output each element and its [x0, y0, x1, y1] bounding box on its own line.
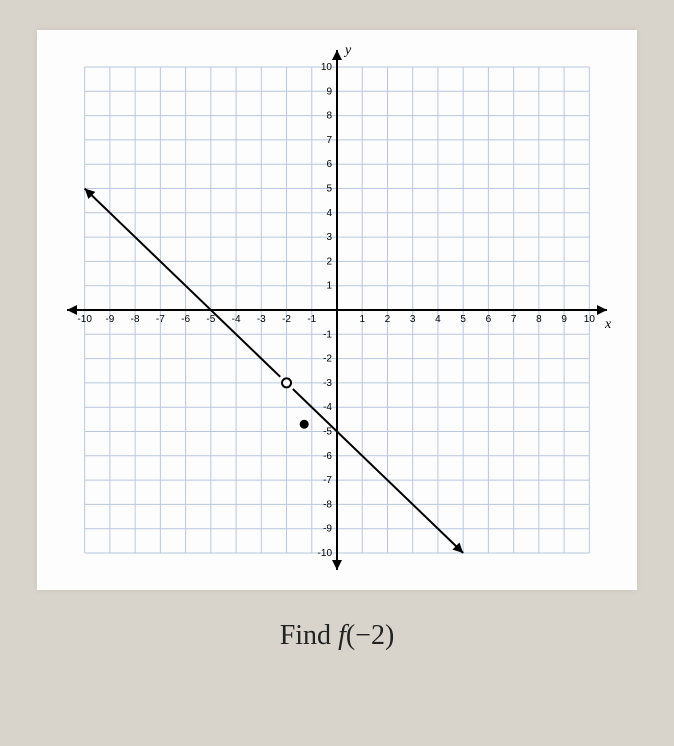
svg-text:8: 8: [536, 314, 542, 325]
svg-text:-9: -9: [105, 314, 114, 325]
svg-text:9: 9: [326, 86, 332, 97]
svg-text:-1: -1: [323, 329, 332, 340]
svg-text:1: 1: [359, 314, 365, 325]
svg-text:-9: -9: [323, 524, 332, 535]
svg-text:6: 6: [326, 159, 332, 170]
svg-text:7: 7: [511, 314, 517, 325]
svg-text:-10: -10: [77, 314, 92, 325]
svg-text:-7: -7: [323, 475, 332, 486]
svg-text:-3: -3: [257, 314, 266, 325]
coordinate-plane: -10 -9 -8 -7 -6 -5 -4 -3 -2 -1 1 2 3 4 5 6 7 8 9 10 -10 -9 -8 -…: [37, 30, 637, 590]
svg-text:1: 1: [326, 281, 332, 292]
svg-text:-6: -6: [181, 314, 190, 325]
svg-text:-8: -8: [131, 314, 140, 325]
function-name: f: [338, 620, 346, 651]
question-prefix: Find: [280, 620, 338, 651]
svg-text:5: 5: [460, 314, 466, 325]
svg-text:2: 2: [326, 256, 332, 267]
svg-text:10: 10: [321, 62, 333, 73]
svg-text:5: 5: [326, 184, 332, 195]
svg-text:-5: -5: [323, 426, 332, 437]
svg-text:y: y: [343, 43, 352, 58]
svg-text:9: 9: [561, 314, 567, 325]
function-arg: (−2): [346, 620, 394, 651]
svg-text:-4: -4: [323, 402, 332, 413]
svg-text:2: 2: [385, 314, 391, 325]
svg-text:-1: -1: [307, 314, 316, 325]
svg-text:3: 3: [410, 314, 416, 325]
svg-text:7: 7: [326, 135, 332, 146]
svg-text:-7: -7: [156, 314, 165, 325]
svg-text:-3: -3: [323, 378, 332, 389]
svg-text:x: x: [604, 317, 612, 332]
svg-text:4: 4: [435, 314, 441, 325]
svg-text:8: 8: [326, 111, 332, 122]
question-text: Find f(−2): [280, 620, 395, 652]
svg-text:-6: -6: [323, 451, 332, 462]
svg-text:-2: -2: [323, 354, 332, 365]
svg-text:4: 4: [326, 208, 332, 219]
graph-svg: -10 -9 -8 -7 -6 -5 -4 -3 -2 -1 1 2 3 4 5 6 7 8 9 10 -10 -9 -8 -…: [37, 30, 637, 590]
svg-text:-2: -2: [282, 314, 291, 325]
svg-text:-5: -5: [206, 314, 215, 325]
svg-text:-10: -10: [318, 548, 333, 559]
svg-text:10: 10: [584, 314, 596, 325]
svg-text:3: 3: [326, 232, 332, 243]
svg-text:-4: -4: [232, 314, 241, 325]
svg-text:-8: -8: [323, 499, 332, 510]
svg-text:6: 6: [486, 314, 492, 325]
